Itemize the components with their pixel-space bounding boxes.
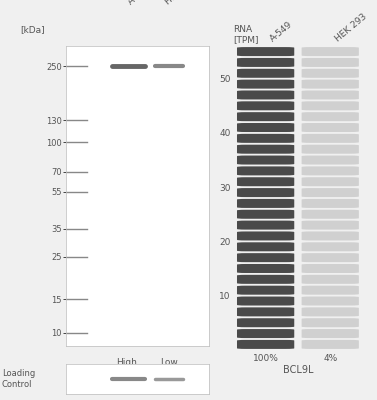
FancyBboxPatch shape: [302, 134, 359, 143]
FancyBboxPatch shape: [302, 177, 359, 186]
FancyBboxPatch shape: [237, 58, 294, 67]
Text: Low: Low: [160, 358, 178, 367]
FancyBboxPatch shape: [237, 166, 294, 175]
FancyBboxPatch shape: [302, 69, 359, 78]
FancyBboxPatch shape: [237, 340, 294, 349]
FancyBboxPatch shape: [302, 329, 359, 338]
FancyBboxPatch shape: [302, 275, 359, 284]
FancyBboxPatch shape: [237, 296, 294, 306]
FancyBboxPatch shape: [302, 156, 359, 164]
FancyBboxPatch shape: [302, 145, 359, 154]
FancyBboxPatch shape: [237, 134, 294, 143]
FancyBboxPatch shape: [302, 101, 359, 110]
FancyBboxPatch shape: [302, 166, 359, 175]
FancyBboxPatch shape: [237, 69, 294, 78]
Text: High: High: [116, 358, 136, 367]
FancyBboxPatch shape: [237, 286, 294, 295]
FancyBboxPatch shape: [302, 90, 359, 100]
Text: [kDa]: [kDa]: [20, 25, 45, 34]
FancyBboxPatch shape: [237, 145, 294, 154]
FancyBboxPatch shape: [237, 253, 294, 262]
FancyBboxPatch shape: [302, 123, 359, 132]
Text: RNA
[TPM]: RNA [TPM]: [233, 25, 259, 44]
FancyBboxPatch shape: [302, 199, 359, 208]
FancyBboxPatch shape: [302, 286, 359, 295]
FancyBboxPatch shape: [237, 112, 294, 121]
Text: BCL9L: BCL9L: [283, 365, 313, 375]
FancyBboxPatch shape: [237, 80, 294, 89]
FancyBboxPatch shape: [237, 232, 294, 240]
Text: A-549: A-549: [268, 20, 294, 44]
FancyBboxPatch shape: [237, 101, 294, 110]
FancyBboxPatch shape: [302, 318, 359, 327]
FancyBboxPatch shape: [237, 90, 294, 100]
Text: HEK 293: HEK 293: [163, 0, 198, 7]
FancyBboxPatch shape: [302, 340, 359, 349]
FancyBboxPatch shape: [302, 264, 359, 273]
FancyBboxPatch shape: [237, 177, 294, 186]
FancyBboxPatch shape: [237, 318, 294, 327]
FancyBboxPatch shape: [237, 188, 294, 197]
FancyBboxPatch shape: [237, 307, 294, 316]
FancyBboxPatch shape: [237, 264, 294, 273]
Text: Loading
Control: Loading Control: [2, 370, 35, 389]
FancyBboxPatch shape: [237, 156, 294, 164]
FancyBboxPatch shape: [237, 329, 294, 338]
FancyBboxPatch shape: [237, 221, 294, 230]
FancyBboxPatch shape: [302, 232, 359, 240]
Text: 100%: 100%: [253, 354, 279, 363]
FancyBboxPatch shape: [237, 210, 294, 219]
FancyBboxPatch shape: [302, 47, 359, 56]
FancyBboxPatch shape: [302, 307, 359, 316]
Text: A-549: A-549: [126, 0, 152, 7]
Text: 4%: 4%: [323, 354, 337, 363]
FancyBboxPatch shape: [302, 221, 359, 230]
FancyBboxPatch shape: [237, 275, 294, 284]
FancyBboxPatch shape: [237, 123, 294, 132]
FancyBboxPatch shape: [302, 188, 359, 197]
FancyBboxPatch shape: [302, 253, 359, 262]
FancyBboxPatch shape: [237, 199, 294, 208]
FancyBboxPatch shape: [302, 58, 359, 67]
FancyBboxPatch shape: [237, 47, 294, 56]
FancyBboxPatch shape: [302, 242, 359, 251]
FancyBboxPatch shape: [237, 242, 294, 251]
Text: HEK 293: HEK 293: [333, 12, 368, 44]
FancyBboxPatch shape: [302, 80, 359, 89]
FancyBboxPatch shape: [302, 112, 359, 121]
FancyBboxPatch shape: [302, 210, 359, 219]
FancyBboxPatch shape: [302, 296, 359, 306]
